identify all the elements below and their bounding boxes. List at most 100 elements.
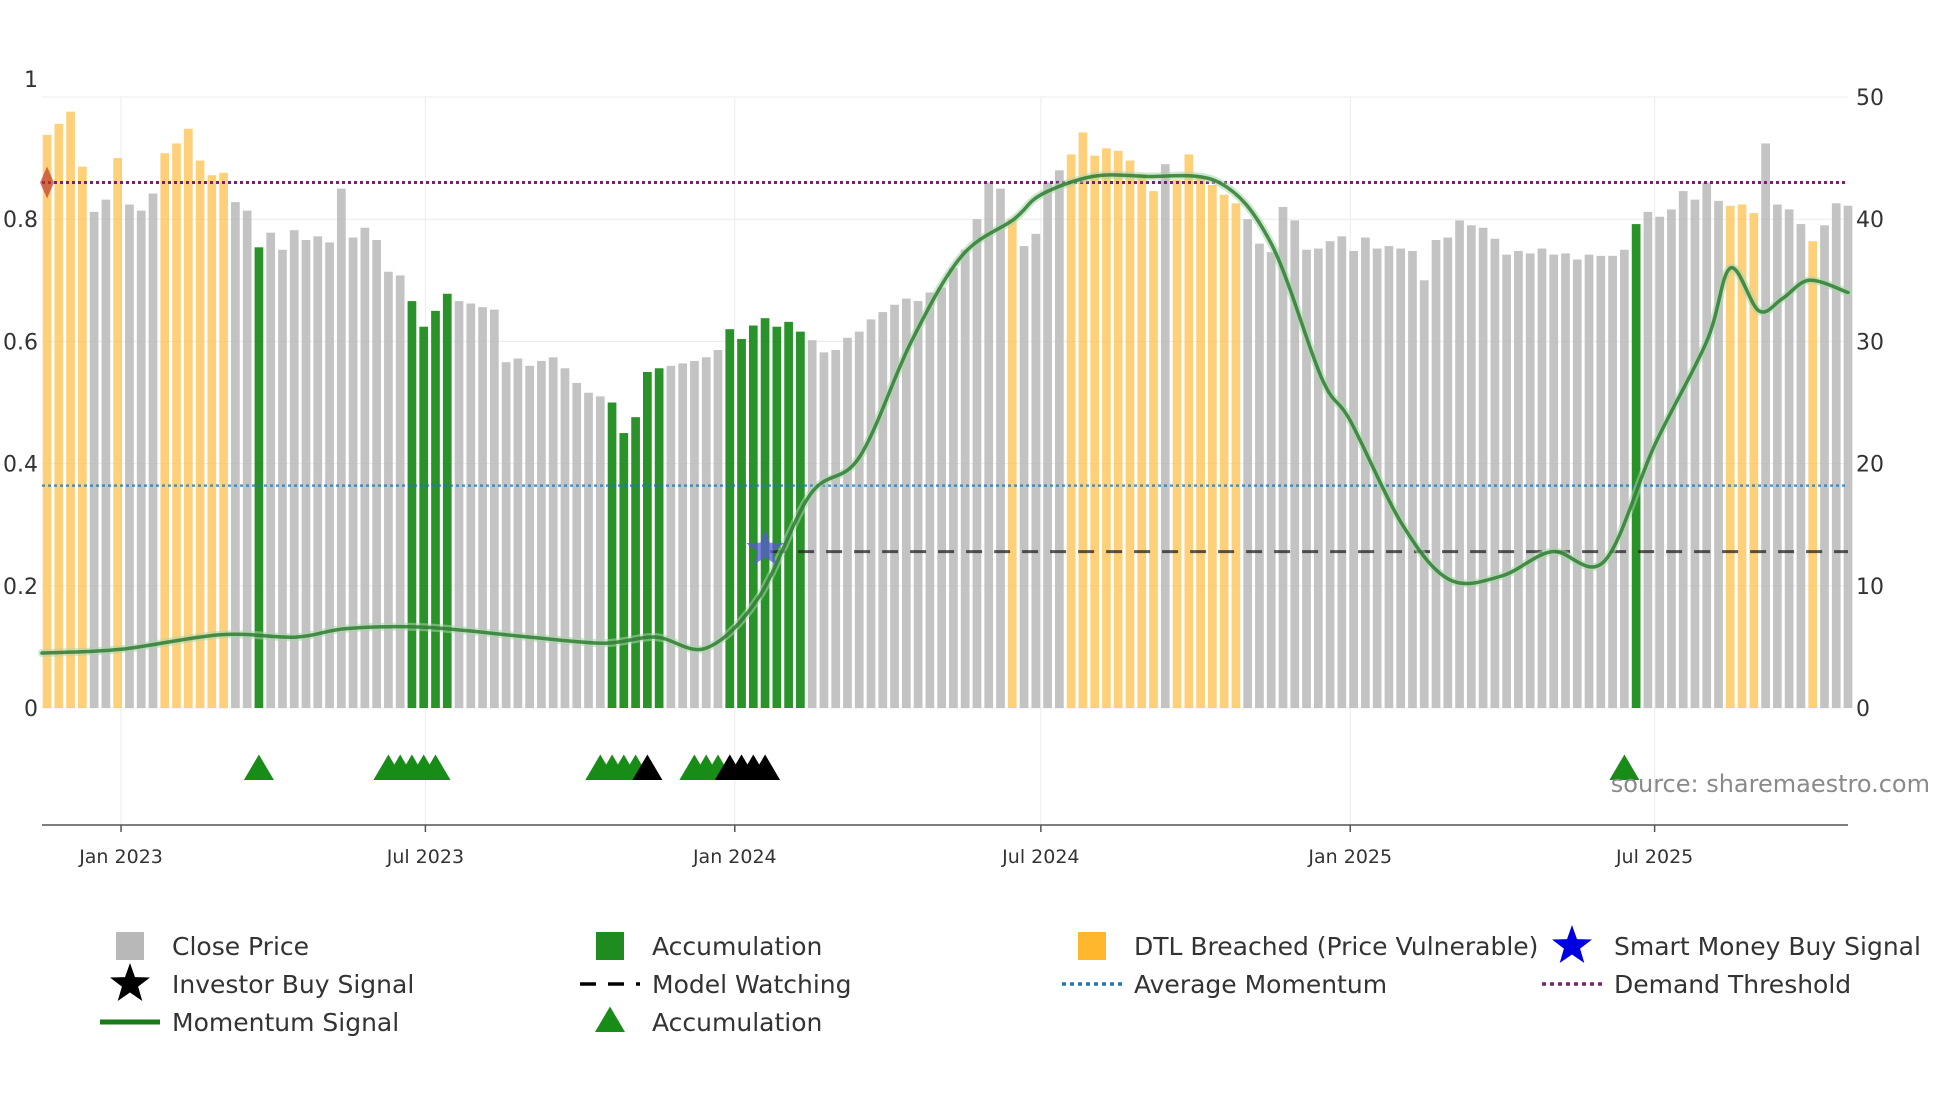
- close-price-bar: [372, 239, 381, 708]
- close-price-bar: [1619, 249, 1629, 708]
- close-price-bar: [548, 357, 558, 708]
- dtl-breached-bar: [54, 123, 64, 708]
- close-price-bar: [1396, 248, 1406, 708]
- close-price-bar: [537, 360, 546, 708]
- dtl-breached-bar: [113, 158, 123, 709]
- dtl-breached-bar: [1196, 176, 1205, 708]
- close-price-bar: [148, 193, 158, 709]
- dtl-breached-bar: [172, 143, 181, 708]
- dtl-breached-bar: [1137, 173, 1147, 709]
- legend-item: Model Watching: [580, 970, 852, 999]
- close-price-bar: [278, 249, 287, 708]
- legend-label: Average Momentum: [1134, 970, 1387, 999]
- legend-label: Smart Money Buy Signal: [1614, 932, 1921, 961]
- accumulation-bar: [784, 321, 793, 708]
- close-price-bar: [242, 210, 252, 708]
- accumulation-bar: [619, 433, 629, 708]
- investor-buy-marker: [632, 754, 663, 780]
- close-price-bar: [1596, 255, 1606, 709]
- dtl-breached-bar: [78, 166, 87, 709]
- legend-item: Close Price: [116, 932, 309, 961]
- legend-star-icon: [110, 963, 150, 1001]
- close-price-bar: [395, 275, 405, 708]
- close-price-bar: [1455, 220, 1464, 708]
- accumulation-bar: [631, 417, 640, 708]
- close-price-bar: [313, 236, 323, 709]
- accumulation-bar: [607, 402, 617, 708]
- left-axis-tick-label: 0.2: [3, 575, 38, 600]
- close-price-bar: [1408, 250, 1417, 709]
- legend-triangle-icon: [595, 1006, 625, 1032]
- close-price-bar: [1302, 249, 1311, 708]
- accumulation-bar: [737, 338, 746, 708]
- close-price-bar: [1337, 236, 1347, 709]
- close-price-bar: [1043, 182, 1052, 709]
- close-price-bar: [466, 303, 476, 708]
- close-price-bar: [336, 188, 346, 708]
- right-axis-tick-label: 50: [1856, 86, 1884, 111]
- accumulation-bar: [442, 293, 452, 708]
- legend-item: Average Momentum: [1062, 970, 1387, 999]
- close-price-bar: [384, 271, 393, 708]
- dtl-breached-bar: [207, 175, 217, 708]
- close-price-bar: [972, 219, 982, 708]
- close-price-bar: [454, 301, 464, 708]
- close-price-bar: [501, 362, 511, 708]
- x-axis-tick-label: Jul 2024: [1001, 846, 1079, 868]
- close-price-bar: [1443, 237, 1453, 708]
- dtl-breached-bar: [195, 160, 205, 708]
- close-price-bar: [360, 227, 370, 708]
- momentum-signal-line: [40, 173, 1850, 655]
- close-price-bar: [843, 337, 852, 708]
- investor-buy-marker: [750, 754, 781, 780]
- legend-label: Accumulation: [652, 1008, 822, 1037]
- close-price-bar: [996, 188, 1005, 708]
- close-price-bar: [89, 211, 99, 709]
- dtl-breached-bar: [1149, 191, 1158, 708]
- close-price-bar: [1160, 164, 1170, 708]
- close-price-bar: [678, 363, 688, 708]
- left-axis-tick-label: 1: [24, 68, 38, 93]
- legend-item: Smart Money Buy Signal: [1552, 925, 1921, 963]
- x-axis-tick-label: Jul 2023: [386, 846, 464, 868]
- close-price-bar: [1325, 241, 1335, 709]
- x-axis-tick-label: Jan 2025: [1307, 846, 1392, 868]
- close-price-bar: [513, 358, 523, 708]
- close-price-bar: [713, 349, 723, 708]
- dtl-breached-bar: [1737, 204, 1747, 708]
- x-axis-tick-label: Jan 2024: [692, 846, 777, 868]
- accumulation-bar: [772, 326, 782, 708]
- right-axis-tick-label: 30: [1856, 330, 1884, 355]
- close-price-bar: [1784, 209, 1794, 708]
- dtl-breached-bar: [42, 134, 52, 708]
- dtl-breached-bar: [160, 153, 170, 708]
- accumulation-bar: [431, 310, 440, 708]
- close-price-bar: [489, 309, 499, 708]
- close-price-bar: [901, 298, 911, 708]
- close-price-bar: [666, 365, 676, 708]
- dtl-breached-bar: [1208, 184, 1217, 708]
- accumulation-marker: [420, 754, 451, 780]
- close-price-bar: [572, 382, 582, 708]
- close-price-bar: [878, 312, 888, 708]
- signal-markers: [243, 754, 1640, 780]
- legend: Close Price Accumulation DTL Breached (Pri…: [100, 925, 1921, 1037]
- close-price-bar: [101, 199, 111, 708]
- close-price-bar: [325, 242, 334, 708]
- right-axis-tick-label: 10: [1856, 575, 1884, 600]
- close-price-bar: [1313, 248, 1323, 708]
- close-price-bar: [1678, 191, 1688, 708]
- close-price-bar: [595, 396, 605, 708]
- close-price-bar: [937, 287, 946, 708]
- close-price-bar: [1773, 204, 1782, 708]
- accumulation-bar: [725, 329, 735, 708]
- close-price-bar: [1278, 206, 1288, 709]
- close-price-bar: [560, 368, 570, 708]
- close-price-bar: [1796, 224, 1806, 708]
- close-price-bar: [1384, 246, 1394, 709]
- close-price-bar: [831, 349, 841, 708]
- close-price-bar: [984, 182, 994, 709]
- legend-label: Model Watching: [652, 970, 852, 999]
- accumulation-marker: [243, 754, 274, 780]
